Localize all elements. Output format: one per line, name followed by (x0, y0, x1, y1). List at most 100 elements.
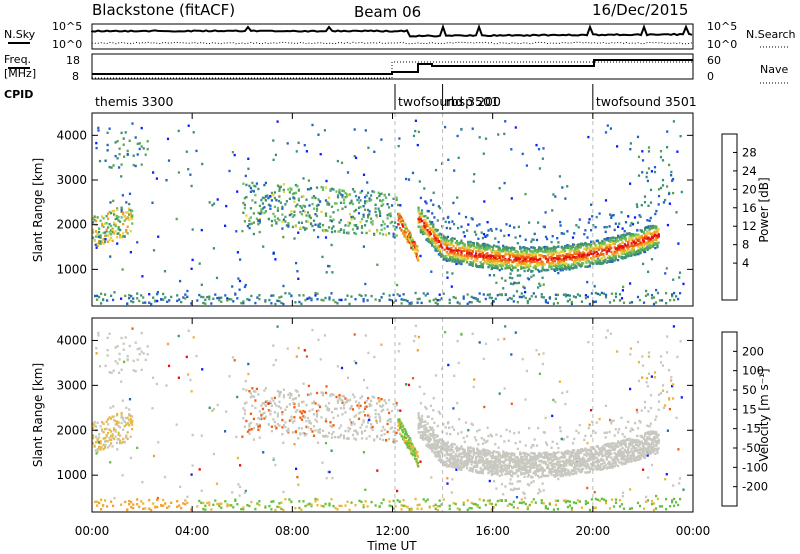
velocity-cell (411, 450, 414, 453)
power-cell (504, 279, 507, 282)
velocity-cell (98, 501, 101, 505)
velocity-cell (458, 454, 461, 458)
power-cell (218, 299, 221, 302)
velocity-cell (402, 430, 405, 434)
power-cell (140, 294, 143, 297)
power-cell (472, 180, 475, 183)
power-cell (176, 299, 179, 303)
power-cell (417, 130, 420, 134)
power-cell (591, 247, 594, 250)
power-cell (128, 139, 131, 142)
velocity-cell (98, 365, 102, 368)
velocity-cell (302, 431, 305, 435)
power-cell (544, 235, 548, 239)
power-cell (423, 187, 426, 190)
power-cell (564, 197, 567, 200)
power-cell (116, 140, 119, 143)
velocity-cell (113, 497, 116, 500)
velocity-cell (198, 468, 201, 471)
power-cell (561, 264, 564, 267)
power-cell (431, 239, 434, 243)
power-cell (537, 268, 540, 272)
power-cell (311, 202, 314, 206)
velocity-cell (146, 345, 149, 348)
power-cell (669, 299, 672, 302)
power-cell (544, 300, 547, 304)
power-cell (311, 123, 314, 127)
power-cell (269, 195, 272, 198)
velocity-cell (521, 357, 524, 361)
power-cell (114, 154, 117, 158)
velocity-cell (104, 428, 107, 431)
velocity-cell (364, 429, 367, 432)
power-cell (639, 241, 642, 244)
power-cell (574, 261, 577, 264)
power-cell (595, 254, 598, 257)
velocity-cell (446, 446, 449, 449)
power-cell (585, 259, 588, 262)
power-cell (325, 179, 328, 183)
velocity-cell (311, 402, 314, 405)
power-cell (629, 142, 632, 145)
velocity-cell (186, 495, 189, 499)
power-cell (517, 281, 520, 285)
power-cell (584, 254, 587, 257)
power-cell (317, 133, 320, 136)
power-cell (673, 291, 676, 295)
velocity-cell (279, 391, 282, 394)
velocity-cell (272, 457, 275, 460)
velocity-cell (128, 413, 131, 416)
power-cell (294, 205, 297, 208)
power-cell (497, 133, 500, 136)
power-cell (431, 243, 434, 246)
velocity-cell (650, 502, 654, 506)
power-cell (105, 230, 108, 233)
velocity-cell (114, 346, 117, 349)
velocity-cell (276, 415, 279, 418)
power-cell (167, 159, 171, 162)
power-cell (590, 252, 593, 255)
velocity-cell (152, 376, 155, 379)
power-cell (102, 225, 105, 228)
power-cell (488, 274, 491, 277)
velocity-cell (392, 438, 395, 441)
power-cell (656, 242, 659, 245)
power-cell (476, 256, 479, 260)
velocity-cell (503, 337, 506, 341)
velocity-cell (429, 446, 433, 450)
velocity-cell (389, 420, 392, 423)
velocity-cell (559, 426, 562, 429)
velocity-cell (451, 462, 454, 465)
velocity-cell (113, 415, 116, 418)
velocity-cell (105, 435, 108, 439)
power-cell (116, 232, 119, 235)
power-cell (270, 199, 273, 202)
power-cell (490, 251, 493, 254)
power-cell (481, 263, 484, 267)
velocity-cell (436, 424, 439, 428)
power-cell (94, 243, 97, 246)
power-cell (530, 260, 533, 264)
power-cell (525, 253, 528, 257)
power-cell (358, 293, 361, 297)
velocity-cell (340, 504, 343, 508)
power-cell (386, 217, 389, 220)
velocity-cell (609, 332, 612, 335)
power-cell (467, 254, 470, 257)
power-cell (258, 219, 261, 222)
power-cell (591, 215, 594, 218)
power-cell (520, 262, 523, 266)
power-cell (126, 216, 129, 220)
power-cell (649, 244, 652, 247)
power-cell (380, 296, 383, 299)
velocity-cell (467, 429, 470, 432)
velocity-cell (433, 421, 436, 425)
velocity-cell (336, 399, 340, 402)
velocity-cell (306, 503, 309, 506)
power-cell (190, 302, 193, 305)
velocity-cell (107, 418, 110, 421)
power-cell (560, 259, 563, 262)
power-cell (425, 223, 428, 227)
velocity-cell (650, 375, 653, 378)
